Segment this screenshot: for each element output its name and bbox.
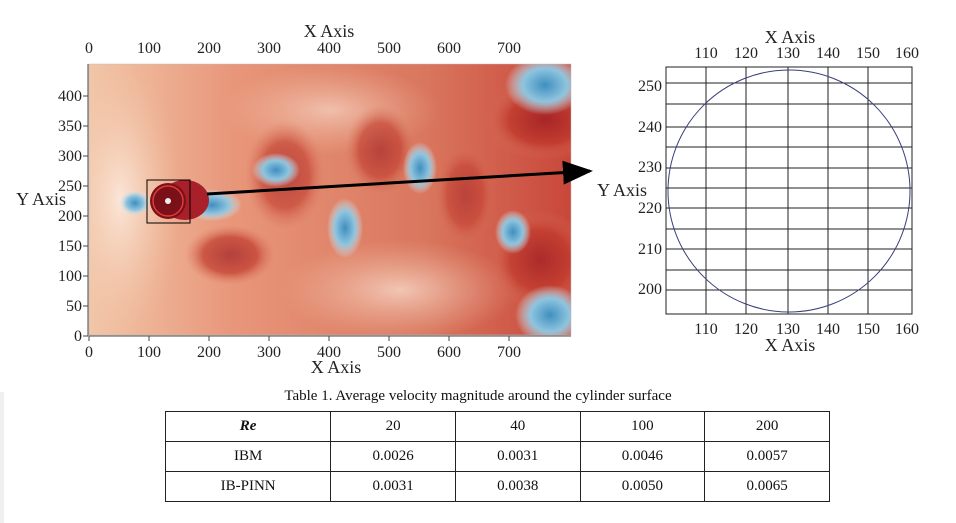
- x-tick-label: 200: [197, 40, 221, 57]
- y-tick-label: 350: [58, 118, 82, 135]
- x-tick-label: 300: [257, 40, 281, 57]
- x-tick-label: 400: [317, 40, 341, 57]
- header-cell: 20: [330, 411, 456, 442]
- header-cell-re: Re: [164, 411, 332, 442]
- y-tick-label: 200: [58, 208, 82, 225]
- y-tick-label: 240: [638, 119, 662, 136]
- right-y-axis: 200 210 220 230 240 250 Y Axis: [597, 78, 662, 298]
- x-axis-title: X Axis: [765, 27, 816, 47]
- y-axis-title: Y Axis: [597, 180, 647, 200]
- flow-field-plot: 0 100 200 300 400 500 600 700 X Axis 0 1…: [16, 21, 593, 377]
- cylinder-boundary: [667, 69, 911, 313]
- y-tick-label: 50: [66, 298, 82, 315]
- x-tick-label: 130: [776, 45, 800, 62]
- row-label: IBM: [164, 441, 332, 472]
- x-tick-label: 120: [734, 321, 758, 338]
- y-tick-label: 0: [74, 328, 82, 345]
- table-row: IBM 0.0026 0.0031 0.0046 0.0057: [164, 441, 830, 472]
- x-tick-label: 150: [856, 321, 880, 338]
- x-tick-label: 400: [317, 344, 341, 361]
- table-row: IB-PINN 0.0031 0.0038 0.0050 0.0065: [164, 471, 830, 502]
- header-cell: 200: [704, 411, 830, 442]
- y-tick-label: 300: [58, 148, 82, 165]
- table-caption: Table 1. Average velocity magnitude arou…: [284, 388, 672, 404]
- y-tick-label: 250: [638, 78, 662, 95]
- header-cell: 100: [579, 411, 706, 442]
- x-tick-label: 0: [85, 344, 93, 361]
- x-axis-title: X Axis: [304, 21, 355, 41]
- x-tick-label: 150: [856, 45, 880, 62]
- x-tick-label: 300: [257, 344, 281, 361]
- table-cell: 0.0031: [454, 441, 581, 472]
- x-tick-label: 110: [694, 321, 717, 338]
- table-cell: 0.0046: [579, 441, 706, 472]
- right-x-axis-top: 110 120 130 140 150 160 X Axis: [694, 27, 919, 62]
- results-table: Re 20 40 100 200 IBM 0.0026 0.0031 0.004…: [164, 411, 830, 502]
- grid-lines: [665, 66, 913, 315]
- x-tick-label: 160: [895, 45, 919, 62]
- x-axis-title: X Axis: [765, 335, 816, 355]
- x-tick-label: 120: [734, 45, 758, 62]
- right-x-axis-bottom: 110 120 130 140 150 160 X Axis: [694, 321, 919, 355]
- figure: 0 100 200 300 400 500 600 700 X Axis 0 1…: [16, 21, 919, 377]
- y-tick-label: 230: [638, 159, 662, 176]
- table-header-row: Re 20 40 100 200: [164, 411, 830, 442]
- table-cell: 0.0031: [330, 471, 456, 502]
- x-tick-label: 700: [497, 40, 521, 57]
- table-cell: 0.0038: [454, 471, 581, 502]
- y-axis-title: Y Axis: [16, 189, 66, 209]
- y-tick-label: 220: [638, 200, 662, 217]
- x-tick-label: 0: [85, 40, 93, 57]
- x-tick-label: 500: [377, 344, 401, 361]
- x-tick-label: 500: [377, 40, 401, 57]
- left-y-axis: 0 50 100 150 200 250 300 350 400 Y Axis: [16, 64, 89, 345]
- table-cell: 0.0050: [579, 471, 706, 502]
- y-tick-label: 400: [58, 88, 82, 105]
- y-tick-label: 200: [638, 281, 662, 298]
- cylinder-zoom-box: [146, 179, 191, 224]
- page-edge-shade: [0, 392, 4, 523]
- x-tick-label: 110: [694, 45, 717, 62]
- x-tick-label: 600: [437, 344, 461, 361]
- x-tick-label: 100: [137, 40, 161, 57]
- x-axis-title: X Axis: [311, 357, 362, 377]
- velocity-field: [89, 64, 571, 335]
- table-cell: 0.0057: [704, 441, 830, 472]
- x-tick-label: 700: [497, 344, 521, 361]
- row-label: IB-PINN: [164, 471, 332, 502]
- y-tick-label: 250: [58, 178, 82, 195]
- zoom-arrow: [206, 160, 593, 196]
- x-tick-label: 200: [197, 344, 221, 361]
- left-x-axis-bottom: 0 100 200 300 400 500 600 700 X Axis: [85, 335, 571, 377]
- header-cell: 40: [454, 411, 581, 442]
- x-tick-label: 140: [816, 321, 840, 338]
- y-tick-label: 150: [58, 238, 82, 255]
- zoomed-grid-plot: 110 120 130 140 150 160 X Axis 110 120 1…: [597, 27, 919, 355]
- table-cell: 0.0026: [330, 441, 456, 472]
- x-tick-label: 600: [437, 40, 461, 57]
- x-tick-label: 100: [137, 344, 161, 361]
- left-x-axis-top: 0 100 200 300 400 500 600 700 X Axis: [85, 21, 521, 57]
- y-tick-label: 100: [58, 268, 82, 285]
- x-tick-label: 130: [776, 321, 800, 338]
- x-tick-label: 140: [816, 45, 840, 62]
- y-tick-label: 210: [638, 241, 662, 258]
- table-cell: 0.0065: [704, 471, 830, 502]
- x-tick-label: 160: [895, 321, 919, 338]
